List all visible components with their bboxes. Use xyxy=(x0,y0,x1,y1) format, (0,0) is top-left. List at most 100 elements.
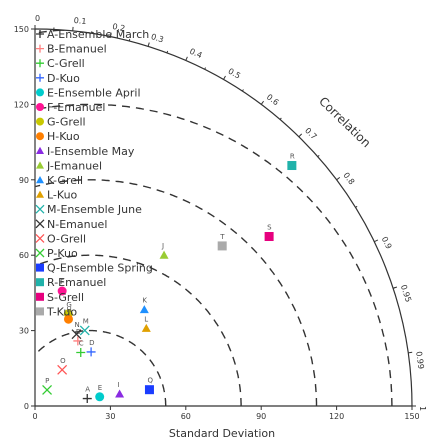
legend-label-B: B-Emanuel xyxy=(47,43,107,56)
point-label-A: A xyxy=(85,386,90,394)
corr-minor-tick xyxy=(279,117,282,120)
y-tick-label: 60 xyxy=(19,251,29,260)
rms-arc-2 xyxy=(34,254,242,406)
legend-marker-R xyxy=(36,278,44,287)
legend-marker-T xyxy=(36,307,44,316)
legend-label-P: P-Kuo xyxy=(47,247,78,260)
legend-marker-D xyxy=(36,73,44,82)
point-label-H: H xyxy=(66,306,71,314)
point-S xyxy=(264,232,274,242)
corr-tick-label: 0.2 xyxy=(112,22,126,33)
point-label-L: L xyxy=(144,315,148,323)
corr-minor-tick xyxy=(355,205,358,208)
point-label-P: P xyxy=(45,377,49,385)
y-tick-label: 120 xyxy=(14,100,29,109)
legend-label-F: F-Emanuel xyxy=(47,101,105,114)
point-P xyxy=(42,384,53,395)
corr-tick-mark xyxy=(109,32,112,37)
y-tick-label: 0 xyxy=(24,402,29,411)
point-A xyxy=(82,394,92,404)
x-tick-label: 90 xyxy=(256,412,266,421)
corr-tick-label: 1 xyxy=(418,406,427,411)
corr-tick-mark xyxy=(408,351,413,354)
legend-label-J: J-Emanuel xyxy=(46,159,102,172)
legend-label-D: D-Kuo xyxy=(47,72,80,85)
point-H xyxy=(63,314,73,324)
point-N xyxy=(71,329,82,340)
legend-marker-H xyxy=(36,132,44,141)
point-label-G: G xyxy=(66,301,71,309)
grid-layer xyxy=(34,29,393,406)
point-Q xyxy=(144,385,154,395)
legend-label-S: S-Grell xyxy=(47,291,84,304)
legend-marker-F xyxy=(36,103,44,111)
corr-tick-label: 0.6 xyxy=(265,92,281,107)
point-J xyxy=(159,250,169,259)
rms-arc-5 xyxy=(37,29,61,34)
corr-minor-tick xyxy=(166,50,169,54)
point-label-J: J xyxy=(161,242,164,250)
legend-label-Q: Q-Ensemble Spring xyxy=(47,262,153,275)
corr-minor-tick xyxy=(204,67,206,70)
corr-tick-label: 0 xyxy=(35,14,40,23)
legend-label-L: L-Kuo xyxy=(47,189,78,202)
corr-minor-tick xyxy=(128,38,131,42)
corr-tick-label: 0.9 xyxy=(380,235,394,250)
point-B xyxy=(73,336,83,346)
point-label-R: R xyxy=(290,153,295,161)
legend-marker-L xyxy=(36,190,44,198)
corr-tick-label: 0.4 xyxy=(188,47,203,60)
legend-label-O: O-Grell xyxy=(47,232,86,245)
point-label-N: N xyxy=(74,321,79,329)
rms-arc-1 xyxy=(34,329,167,406)
legend-label-E: E-Ensemble April xyxy=(47,86,141,99)
corr-tick-label: 0.95 xyxy=(399,284,413,304)
point-O xyxy=(57,364,68,375)
point-D xyxy=(86,347,96,357)
legend-marker-G xyxy=(36,117,44,126)
corr-tick-label: 0.7 xyxy=(303,126,318,141)
corr-minor-tick xyxy=(392,287,396,289)
legend-marker-O xyxy=(35,233,45,243)
correlation-arc-title: Correlation xyxy=(316,94,373,150)
legend-label-I: I-Ensemble May xyxy=(47,145,135,158)
legend-label-R: R-Emanuel xyxy=(47,276,106,289)
legend-marker-K xyxy=(36,176,44,184)
legend-marker-S xyxy=(36,292,44,301)
legend-marker-J xyxy=(36,161,44,169)
point-label-Q: Q xyxy=(147,377,153,385)
point-label-K: K xyxy=(142,297,147,305)
legend-marker-Q xyxy=(36,263,44,272)
point-R xyxy=(287,161,297,171)
corr-tick-mark xyxy=(260,100,265,105)
legend-marker-P xyxy=(35,248,45,258)
point-label-T: T xyxy=(219,233,225,241)
legend-label-N: N-Emanuel xyxy=(47,218,107,231)
corr-tick-mark xyxy=(223,75,226,80)
point-E xyxy=(95,392,105,402)
legend-label-K: K-Grell xyxy=(47,174,83,187)
corr-tick-mark xyxy=(298,133,303,138)
point-label-S: S xyxy=(267,224,272,232)
x-tick-label: 150 xyxy=(404,412,419,421)
corr-tick-mark xyxy=(374,239,379,243)
legend-marker-M xyxy=(35,204,45,214)
legend-label-A: A-Ensemble March xyxy=(47,28,149,41)
point-label-I: I xyxy=(118,381,120,389)
x-tick-label: 60 xyxy=(181,412,191,421)
corr-tick-label: 0.99 xyxy=(414,351,425,370)
corr-minor-tick xyxy=(241,89,244,92)
corr-tick-label: 0.1 xyxy=(73,16,87,26)
legend-marker-E xyxy=(36,88,44,97)
correlation-arc xyxy=(34,28,413,407)
point-label-C: C xyxy=(79,340,84,348)
point-L xyxy=(141,323,151,332)
legend-label-C: C-Grell xyxy=(47,57,85,70)
point-label-F: F xyxy=(60,278,64,286)
legend-marker-N xyxy=(35,219,45,229)
point-label-M: M xyxy=(83,317,89,325)
corr-tick-label: 0.3 xyxy=(150,32,165,44)
